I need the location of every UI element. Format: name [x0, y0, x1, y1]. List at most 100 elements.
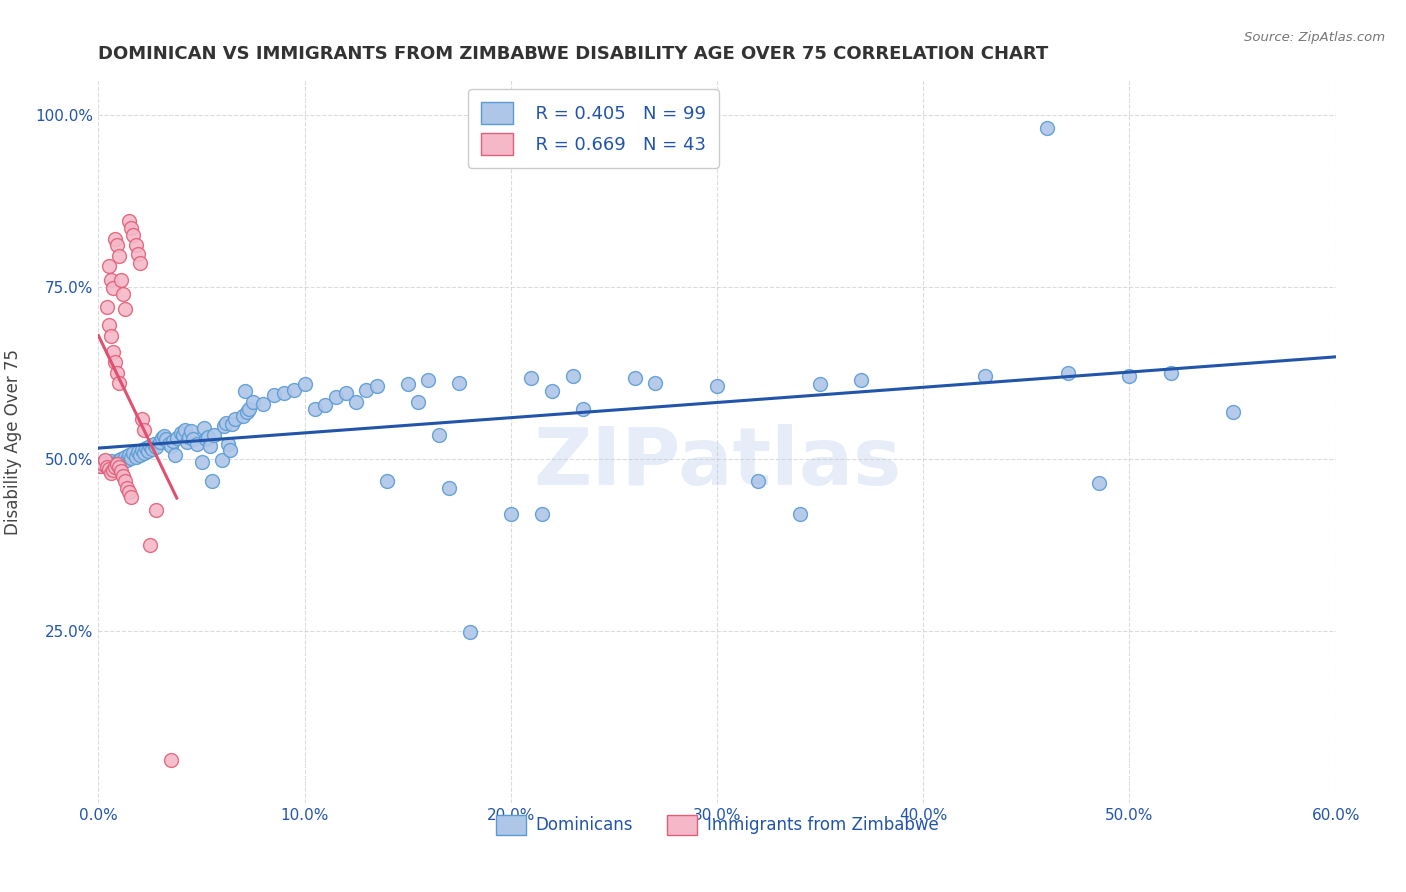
Point — [131, 442, 153, 457]
Point — [101, 345, 124, 359]
Point — [180, 424, 202, 438]
Point — [232, 409, 254, 423]
Text: DOMINICAN VS IMMIGRANTS FROM ZIMBABWE DISABILITY AGE OVER 75 CORRELATION CHART: DOMINICAN VS IMMIGRANTS FROM ZIMBABWE DI… — [98, 45, 1049, 63]
Point — [132, 423, 155, 437]
Point — [181, 433, 204, 447]
Point — [97, 318, 120, 332]
Point — [132, 446, 155, 460]
Point — [215, 416, 238, 430]
Point — [233, 384, 256, 399]
Point — [112, 286, 135, 301]
Point — [1036, 121, 1059, 136]
Point — [131, 412, 153, 426]
Point — [396, 377, 419, 392]
Text: Source: ZipAtlas.com: Source: ZipAtlas.com — [1244, 31, 1385, 45]
Point — [108, 453, 131, 467]
Point — [520, 370, 543, 384]
Point — [252, 397, 274, 411]
Point — [541, 384, 564, 399]
Point — [114, 474, 136, 488]
Point — [145, 440, 167, 454]
Point — [120, 490, 142, 504]
Point — [120, 451, 142, 466]
Point — [120, 221, 142, 235]
Point — [104, 355, 127, 369]
Point — [344, 395, 367, 409]
Point — [122, 446, 145, 460]
Legend: Dominicans, Immigrants from Zimbabwe: Dominicans, Immigrants from Zimbabwe — [485, 805, 949, 845]
Point — [118, 484, 141, 499]
Point — [97, 457, 120, 471]
Point — [179, 430, 201, 444]
Point — [201, 474, 224, 488]
Point — [91, 455, 114, 469]
Point — [176, 434, 198, 449]
Point — [114, 450, 136, 465]
Point — [974, 369, 997, 384]
Point — [211, 453, 233, 467]
Point — [97, 462, 120, 476]
Point — [93, 457, 115, 471]
Point — [219, 443, 242, 458]
Point — [139, 538, 162, 552]
Point — [100, 329, 122, 343]
Point — [644, 376, 666, 390]
Point — [108, 376, 131, 390]
Point — [122, 228, 145, 243]
Point — [101, 463, 124, 477]
Point — [851, 373, 873, 387]
Point — [155, 433, 177, 447]
Point — [263, 388, 285, 402]
Point — [186, 436, 208, 450]
Point — [96, 460, 118, 475]
Point — [789, 507, 811, 521]
Point — [335, 386, 357, 401]
Point — [1160, 366, 1182, 380]
Point — [406, 395, 429, 409]
Point — [112, 454, 135, 468]
Point — [96, 460, 118, 475]
Point — [572, 402, 595, 417]
Text: ZIPatlas: ZIPatlas — [533, 425, 901, 502]
Point — [238, 402, 260, 417]
Point — [159, 753, 181, 767]
Point — [283, 383, 305, 397]
Point — [294, 377, 316, 392]
Point — [499, 507, 522, 521]
Point — [108, 249, 131, 263]
Point — [1118, 369, 1140, 384]
Point — [100, 466, 122, 480]
Point — [117, 481, 139, 495]
Point — [304, 402, 326, 417]
Point — [101, 462, 124, 476]
Point — [105, 455, 128, 469]
Point — [91, 457, 114, 471]
Point — [101, 281, 124, 295]
Point — [325, 390, 347, 404]
Point — [150, 431, 173, 445]
Point — [1222, 405, 1244, 419]
Point — [93, 453, 115, 467]
Point — [437, 481, 460, 495]
Point — [197, 430, 219, 444]
Point — [114, 301, 136, 316]
Point — [356, 383, 378, 397]
Point — [808, 377, 831, 392]
Point — [561, 369, 583, 384]
Point — [427, 427, 450, 442]
Point — [153, 429, 176, 443]
Point — [100, 273, 122, 287]
Point — [1087, 475, 1109, 490]
Point — [108, 460, 131, 475]
Point — [530, 507, 553, 521]
Point — [1056, 366, 1078, 380]
Point — [96, 301, 118, 315]
Point — [135, 442, 157, 456]
Point — [145, 503, 167, 517]
Point — [273, 386, 295, 401]
Point — [110, 451, 132, 466]
Point — [124, 238, 146, 252]
Point — [194, 433, 217, 447]
Point — [157, 436, 180, 450]
Point — [212, 418, 235, 433]
